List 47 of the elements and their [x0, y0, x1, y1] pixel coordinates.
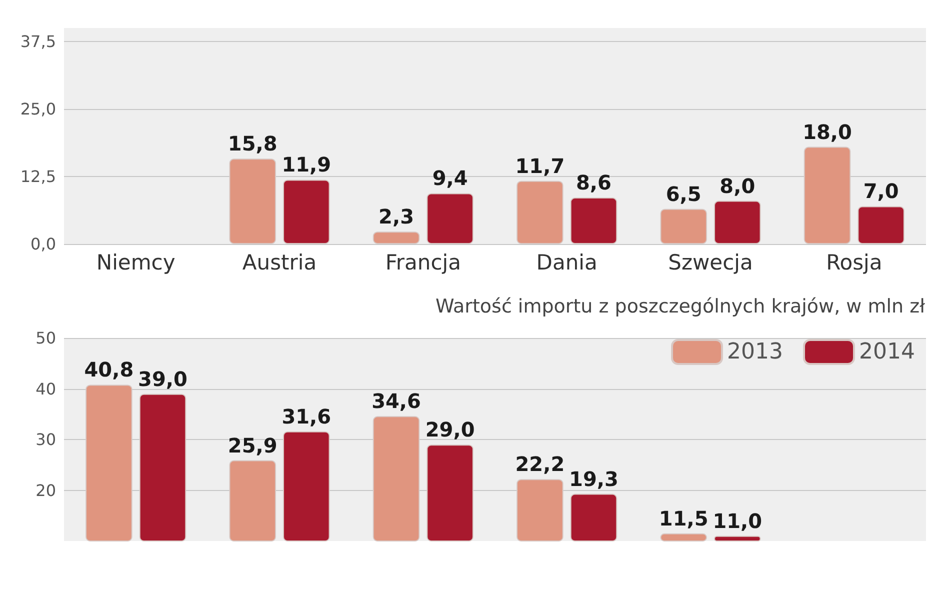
data-label: 7,0 [863, 179, 899, 204]
x-tick-label: Rosja [826, 250, 882, 274]
data-label: 11,9 [282, 152, 332, 177]
bar [570, 198, 618, 244]
y-tick-label: 37,5 [20, 32, 56, 51]
data-label: 31,6 [282, 404, 332, 428]
data-label: 8,0 [720, 174, 756, 198]
chart-title: Wartość importu z poszczególnych krajów, w mln zł [435, 296, 926, 318]
x-tick-label: Francja [385, 250, 461, 274]
data-label: 6,5 [666, 182, 702, 206]
data-label: 8,6 [576, 170, 612, 195]
data-label: 18,0 [802, 120, 852, 144]
y-tick-label: 50 [36, 328, 56, 348]
data-label: 11,0 [712, 508, 762, 533]
x-tick-label: Austria [242, 250, 317, 274]
bar [858, 206, 904, 244]
legend-label: 2013 [727, 340, 784, 364]
y-tick-label: 40 [36, 379, 56, 398]
data-label: 22,2 [515, 452, 565, 476]
bar [516, 180, 564, 244]
bar [372, 232, 420, 244]
legend-label: 2014 [859, 340, 916, 364]
bar [660, 208, 707, 244]
y-tick-label: 12,5 [20, 167, 56, 186]
x-tick-label: Dania [536, 250, 598, 274]
data-label: 34,6 [372, 389, 421, 414]
data-label: 25,9 [228, 433, 278, 458]
data-label: 9,4 [432, 166, 468, 190]
bar [283, 180, 330, 244]
data-label: 11,7 [515, 154, 565, 178]
y-tick-label: 25,0 [20, 100, 56, 118]
x-tick-label: Szwecja [668, 250, 753, 274]
bar [804, 146, 851, 244]
y-tick-label: 0,0 [30, 234, 56, 254]
bar [714, 200, 761, 244]
data-label: 40,8 [84, 358, 134, 382]
y-tick-label: 20 [36, 480, 56, 500]
data-label: 19,3 [569, 466, 618, 491]
y-tick-label: 30 [36, 430, 56, 449]
x-tick-label: Niemcy [96, 250, 176, 274]
data-label: 29,0 [425, 418, 475, 442]
bar [229, 158, 276, 244]
data-label: 39,0 [138, 366, 188, 391]
bar [426, 193, 474, 244]
data-label: 2,3 [378, 204, 414, 229]
data-label: 11,5 [658, 506, 708, 530]
data-label: 15,8 [228, 132, 278, 156]
